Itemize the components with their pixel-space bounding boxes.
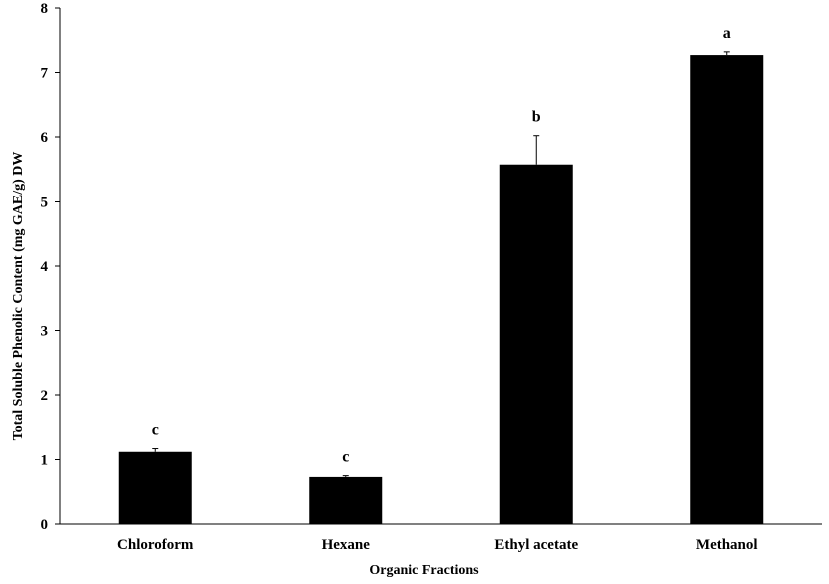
bars — [118, 55, 764, 525]
y-tick-label: 3 — [41, 324, 49, 340]
x-tick-labels: Chloroform Hexane Ethyl acetate Methanol — [117, 537, 758, 553]
bar — [690, 55, 764, 525]
y-tick-label: 5 — [41, 195, 49, 211]
y-tick-label: 0 — [41, 517, 49, 533]
x-tick-label: Methanol — [696, 537, 758, 553]
y-axis-label: Total Soluble Phenolic Content (mg GAE/g… — [11, 152, 26, 441]
error-bars — [152, 51, 730, 477]
y-tick-label: 6 — [41, 130, 49, 146]
y-tick-label: 1 — [41, 453, 49, 469]
y-tick-label: 8 — [41, 1, 49, 17]
y-tick-label: 7 — [41, 66, 49, 82]
x-tick-label: Ethyl acetate — [494, 537, 578, 553]
bar — [499, 164, 573, 525]
x-tick-label: Hexane — [322, 537, 371, 553]
x-axis-label: Organic Fractions — [369, 563, 479, 578]
significance-label: b — [532, 109, 541, 126]
y-ticks: 0 1 2 3 4 5 6 7 8 — [41, 1, 60, 533]
x-tick-label: Chloroform — [117, 537, 194, 553]
significance-label: a — [723, 25, 731, 42]
y-tick-label: 4 — [41, 259, 49, 275]
significance-label: c — [152, 422, 159, 439]
bar — [118, 451, 192, 524]
y-tick-label: 2 — [41, 388, 49, 404]
significance-label: c — [342, 449, 349, 466]
bar — [309, 476, 383, 524]
significance-labels: c c b a — [152, 25, 731, 466]
